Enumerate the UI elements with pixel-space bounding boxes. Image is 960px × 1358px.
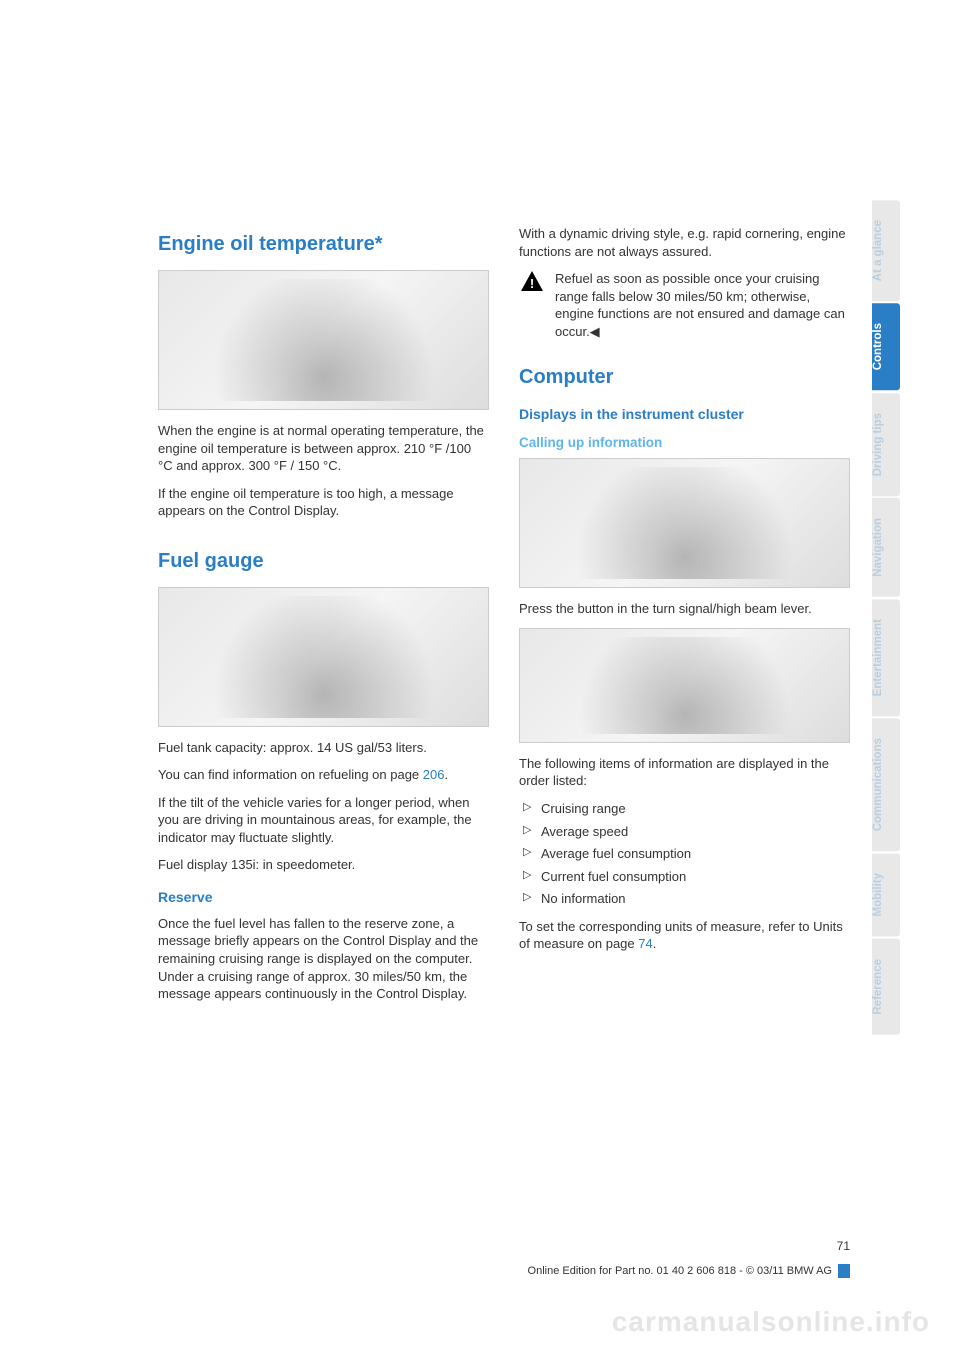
footer: Online Edition for Part no. 01 40 2 606 … xyxy=(0,1264,850,1278)
heading-displays: Displays in the instrument cluster xyxy=(519,405,850,424)
heading-calling-up: Calling up information xyxy=(519,434,850,452)
warning-text: Refuel as soon as possible once your cru… xyxy=(555,270,850,340)
heading-reserve: Reserve xyxy=(158,888,489,907)
tab-entertainment[interactable]: Entertainment xyxy=(872,599,900,716)
svg-text:!: ! xyxy=(530,276,534,291)
warning-icon: ! xyxy=(519,270,545,292)
warning-box: ! Refuel as soon as possible once your c… xyxy=(519,270,850,340)
list-item: Cruising range xyxy=(519,800,850,818)
para-oil-2: If the engine oil temperature is too hig… xyxy=(158,485,489,520)
para-dynamic: With a dynamic driving style, e.g. rapid… xyxy=(519,225,850,260)
tab-mobility[interactable]: Mobility xyxy=(872,853,900,936)
footer-text: Online Edition for Part no. 01 40 2 606 … xyxy=(528,1265,832,1277)
para-reserve: Once the fuel level has fallen to the re… xyxy=(158,915,489,1003)
para-units-b: . xyxy=(653,936,657,951)
para-fuel-2b: . xyxy=(444,767,448,782)
watermark: carmanualsonline.info xyxy=(612,1306,930,1338)
heading-engine-oil: Engine oil temperature* xyxy=(158,231,489,258)
right-column: With a dynamic driving style, e.g. rapid… xyxy=(519,225,850,1013)
list-item: Average speed xyxy=(519,823,850,841)
figure-oil-gauge xyxy=(158,270,489,410)
content-columns: Engine oil temperature* When the engine … xyxy=(158,225,850,1013)
para-units: To set the corresponding units of measur… xyxy=(519,918,850,953)
figure-display xyxy=(519,628,850,743)
para-fuel-2: You can find information on refueling on… xyxy=(158,766,489,784)
tab-controls[interactable]: Controls xyxy=(872,303,900,390)
para-fuel-3: If the tilt of the vehicle varies for a … xyxy=(158,794,489,847)
link-74[interactable]: 74 xyxy=(638,936,652,951)
figure-fuel-gauge xyxy=(158,587,489,727)
page-number: 71 xyxy=(0,1239,850,1253)
tab-navigation[interactable]: Navigation xyxy=(872,498,900,597)
info-list: Cruising range Average speed Average fue… xyxy=(519,800,850,908)
heading-fuel-gauge: Fuel gauge xyxy=(158,548,489,575)
tab-driving-tips[interactable]: Driving tips xyxy=(872,393,900,496)
para-fuel-2a: You can find information on refueling on… xyxy=(158,767,423,782)
side-tabs: At a glance Controls Driving tips Naviga… xyxy=(872,200,900,1036)
heading-computer: Computer xyxy=(519,364,850,391)
para-fuel-4: Fuel display 135i: in speedometer. xyxy=(158,856,489,874)
figure-lever xyxy=(519,458,850,588)
para-units-a: To set the corresponding units of measur… xyxy=(519,919,843,952)
list-item: No information xyxy=(519,890,850,908)
list-item: Average fuel consumption xyxy=(519,845,850,863)
page: Engine oil temperature* When the engine … xyxy=(0,0,960,1358)
para-press-button: Press the button in the turn signal/high… xyxy=(519,600,850,618)
link-206[interactable]: 206 xyxy=(423,767,445,782)
para-fuel-1: Fuel tank capacity: approx. 14 US gal/53… xyxy=(158,739,489,757)
tab-communications[interactable]: Communications xyxy=(872,718,900,851)
para-oil-1: When the engine is at normal operating t… xyxy=(158,422,489,475)
footer-accent xyxy=(838,1264,850,1278)
list-item: Current fuel consumption xyxy=(519,868,850,886)
tab-reference[interactable]: Reference xyxy=(872,939,900,1035)
para-items-intro: The following items of information are d… xyxy=(519,755,850,790)
tab-at-a-glance[interactable]: At a glance xyxy=(872,200,900,301)
left-column: Engine oil temperature* When the engine … xyxy=(158,225,489,1013)
